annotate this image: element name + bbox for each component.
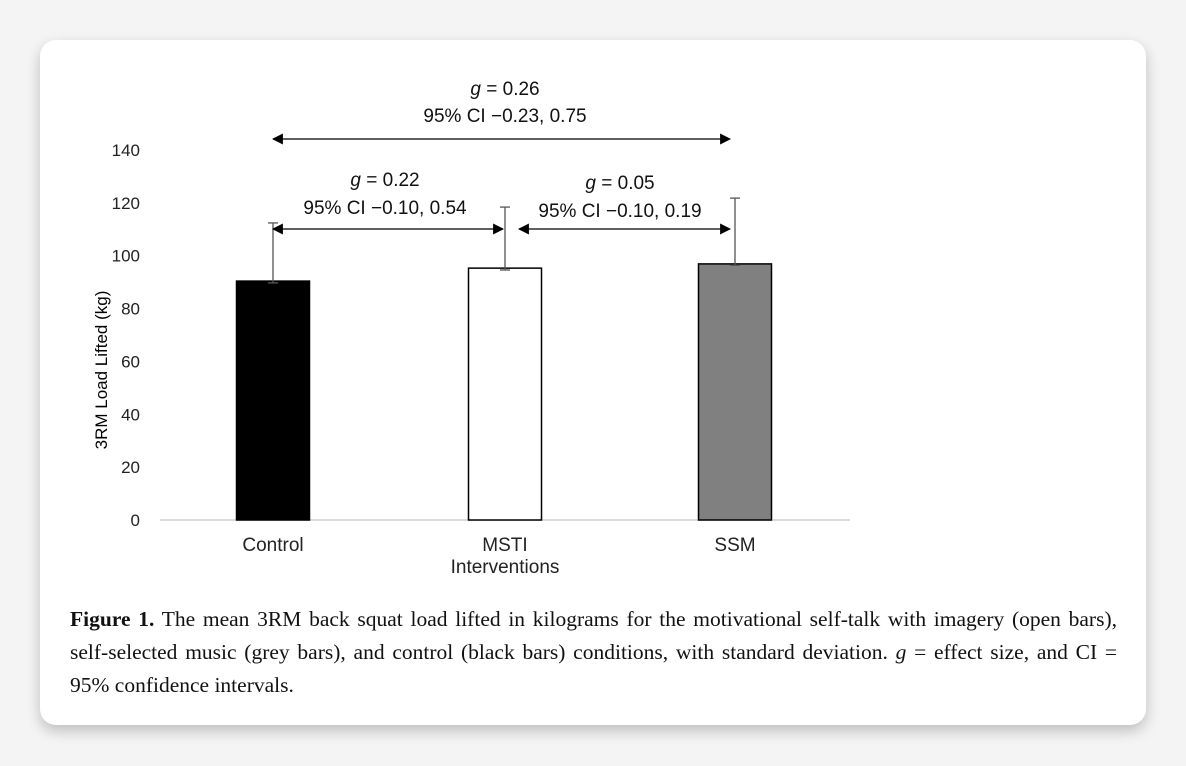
x-tick-label: SSM [714,535,755,556]
caption-text: The mean 3RM back squat load lifted in k… [70,607,1117,664]
effect-size-label: g = 0.26 [470,79,539,100]
g-symbol: g [470,79,481,100]
caption-text-end: = effect size, and CI = 95% confidence i… [70,640,1117,697]
x-axis-label: Interventions [451,557,560,578]
g-value: = 0.05 [596,173,655,194]
y-tick-label: 20 [121,458,140,477]
y-tick-label: 100 [112,247,140,266]
y-tick-label: 120 [112,194,140,213]
g-value: = 0.22 [361,170,420,191]
x-tick-label: Control [242,535,303,556]
ci-label: 95% CI −0.10, 0.19 [538,201,701,222]
y-axis-label: 3RM Load Lifted (kg) [92,291,111,450]
y-tick-label: 60 [121,352,140,371]
figure-caption: Figure 1. The mean 3RM back squat load l… [70,603,1117,702]
ci-label: 95% CI −0.10, 0.54 [303,198,467,219]
x-tick-label: MSTI [482,535,527,556]
ci-label: 95% CI −0.23, 0.75 [423,106,586,127]
bar-msti [467,267,543,521]
bar-chart: 0 20 40 60 80 100 120 140 Control MSTI SSM 3RM Lo… [92,79,850,578]
y-tick-label: 40 [121,405,140,424]
y-tick-label: 80 [121,300,140,319]
g-value: = 0.26 [481,79,540,100]
caption-g-symbol: g [895,640,907,664]
effect-size-label: g = 0.05 [585,173,654,194]
g-symbol: g [350,170,361,191]
g-symbol: g [585,173,596,194]
y-tick-label: 0 [131,511,140,530]
bar-ssm [697,263,773,521]
figure-card [40,40,1146,725]
caption-label: Figure 1. [70,607,155,631]
y-tick-label: 140 [112,141,140,160]
bar-control [235,280,311,521]
effect-size-label: g = 0.22 [350,170,419,191]
